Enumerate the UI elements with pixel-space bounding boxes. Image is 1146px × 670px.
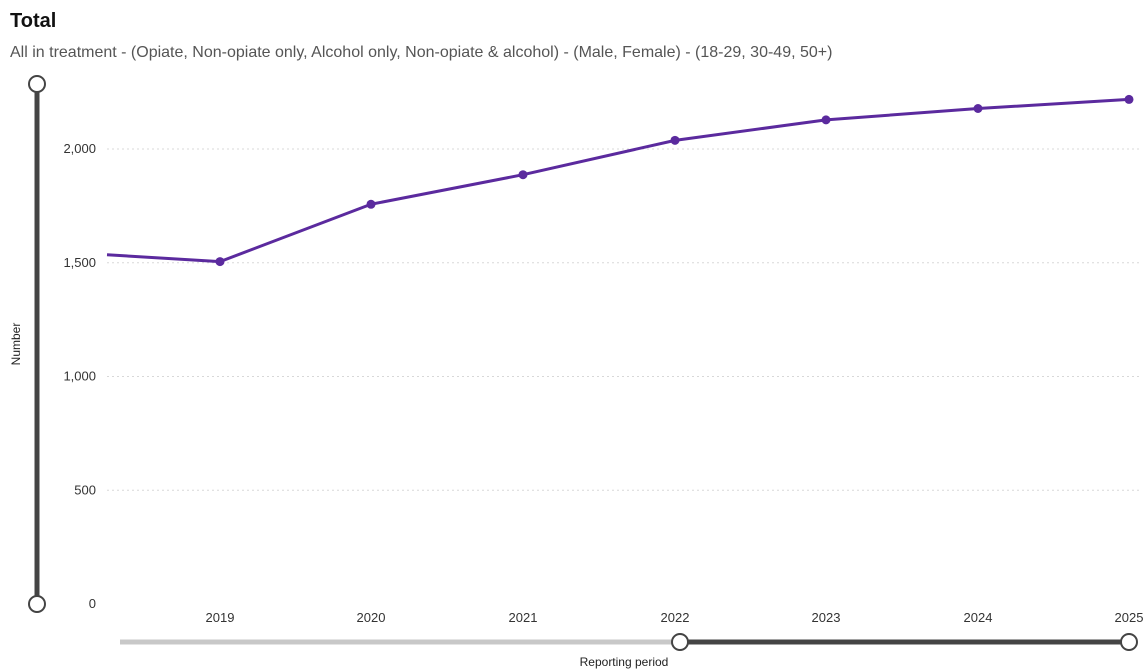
y-tick-label: 2,000 (63, 141, 96, 156)
x-tick-label: 2025 (1115, 610, 1144, 625)
x-tick-label: 2024 (964, 610, 993, 625)
data-point[interactable] (518, 170, 528, 180)
x-tick-label: 2021 (509, 610, 538, 625)
x-tick-label: 2019 (206, 610, 235, 625)
series-line (106, 97, 1130, 264)
x-slider-end-handle[interactable] (1120, 633, 1138, 651)
chart-title: Total (10, 10, 57, 32)
data-point[interactable] (366, 199, 376, 209)
gridlines (107, 148, 1142, 491)
data-point[interactable] (973, 104, 983, 114)
x-tick-label: 2023 (812, 610, 841, 625)
x-slider-start-handle[interactable] (671, 633, 689, 651)
data-point[interactable] (670, 135, 680, 145)
x-axis-label: Reporting period (580, 655, 669, 669)
y-axis-ticks: 0 500 1,000 1,500 2,000 (63, 141, 96, 611)
y-axis-label: Number (9, 323, 23, 366)
x-range-slider[interactable] (120, 633, 1138, 651)
chart-subtitle: All in treatment - (Opiate, Non-opiate o… (10, 44, 833, 61)
x-tick-label: 2022 (661, 610, 690, 625)
data-point[interactable] (215, 257, 225, 267)
y-tick-label: 1,500 (63, 255, 96, 270)
series-layer (106, 94, 1134, 267)
data-point[interactable] (1124, 94, 1134, 104)
y-slider-bottom-handle[interactable] (28, 595, 46, 613)
x-axis-ticks: 2019 2020 2021 2022 2023 2024 2025 (206, 610, 1144, 625)
data-point[interactable] (821, 115, 831, 125)
y-tick-label: 0 (89, 596, 96, 611)
y-tick-label: 500 (74, 482, 96, 497)
y-slider-top-handle[interactable] (28, 75, 46, 93)
y-tick-label: 1,000 (63, 369, 96, 384)
y-range-slider[interactable] (28, 75, 46, 613)
x-tick-label: 2020 (357, 610, 386, 625)
